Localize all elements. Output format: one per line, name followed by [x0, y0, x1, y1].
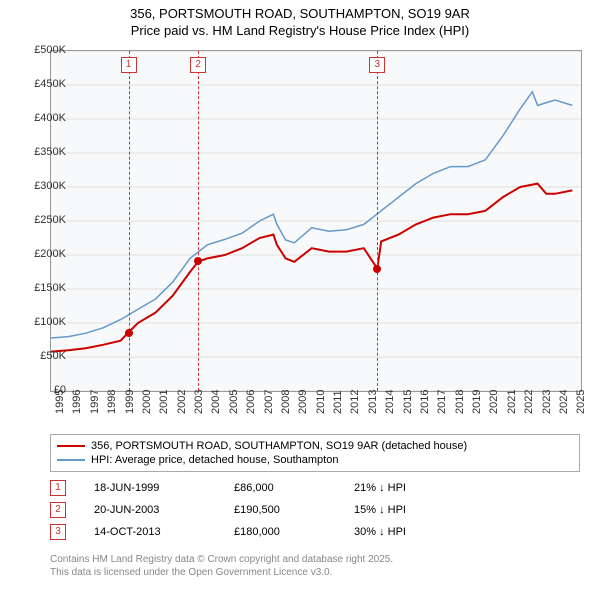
x-tick-label: 2019: [471, 390, 483, 414]
x-tick-label: 2001: [158, 390, 170, 414]
x-tick-label: 2002: [176, 390, 188, 414]
sales-marker: 2: [50, 502, 66, 518]
sales-price: £86,000: [234, 482, 354, 494]
sales-price: £190,500: [234, 504, 354, 516]
sales-date: 14-OCT-2013: [94, 526, 234, 538]
x-tick-label: 2014: [384, 390, 396, 414]
sales-date: 20-JUN-2003: [94, 504, 234, 516]
x-tick-label: 2000: [141, 390, 153, 414]
sales-row: 1 18-JUN-1999£86,00021% ↓ HPI: [50, 477, 580, 499]
x-tick-label: 2004: [210, 390, 222, 414]
sales-delta: 15% ↓ HPI: [354, 504, 580, 516]
x-tick-label: 2015: [402, 390, 414, 414]
y-tick-label: £450K: [16, 78, 66, 90]
x-tick-label: 2016: [419, 390, 431, 414]
marker-line-1: [129, 51, 130, 391]
legend-label: 356, PORTSMOUTH ROAD, SOUTHAMPTON, SO19 …: [91, 440, 467, 452]
x-tick-label: 2012: [349, 390, 361, 414]
sales-row: 3 14-OCT-2013£180,00030% ↓ HPI: [50, 521, 580, 543]
price-point-2: [194, 257, 202, 265]
x-tick-label: 2023: [541, 390, 553, 414]
sales-marker: 3: [50, 524, 66, 540]
chart-title: 356, PORTSMOUTH ROAD, SOUTHAMPTON, SO19 …: [0, 0, 600, 40]
marker-box-1: 1: [121, 57, 137, 73]
x-tick-label: 2022: [523, 390, 535, 414]
sales-delta: 21% ↓ HPI: [354, 482, 580, 494]
x-tick-label: 2013: [367, 390, 379, 414]
x-tick-label: 1995: [54, 390, 66, 414]
x-tick-label: 1997: [89, 390, 101, 414]
title-line-1: 356, PORTSMOUTH ROAD, SOUTHAMPTON, SO19 …: [0, 6, 600, 23]
x-tick-label: 1998: [106, 390, 118, 414]
chart-svg: [51, 51, 581, 391]
legend-swatch: [57, 445, 85, 447]
sales-date: 18-JUN-1999: [94, 482, 234, 494]
y-tick-label: £150K: [16, 282, 66, 294]
sales-marker: 1: [50, 480, 66, 496]
y-tick-label: £100K: [16, 316, 66, 328]
x-tick-label: 2018: [454, 390, 466, 414]
x-tick-label: 1999: [124, 390, 136, 414]
title-line-2: Price paid vs. HM Land Registry's House …: [0, 23, 600, 40]
legend-label: HPI: Average price, detached house, Sout…: [91, 454, 338, 466]
marker-line-3: [377, 51, 378, 391]
y-tick-label: £250K: [16, 214, 66, 226]
x-tick-label: 2021: [506, 390, 518, 414]
y-tick-label: £50K: [16, 350, 66, 362]
marker-line-2: [198, 51, 199, 391]
footer-line-2: This data is licensed under the Open Gov…: [50, 566, 393, 579]
y-tick-label: £400K: [16, 112, 66, 124]
footer-line-1: Contains HM Land Registry data © Crown c…: [50, 553, 393, 566]
x-tick-label: 2010: [315, 390, 327, 414]
y-tick-label: £300K: [16, 180, 66, 192]
x-tick-label: 2006: [245, 390, 257, 414]
y-tick-label: £350K: [16, 146, 66, 158]
x-tick-label: 2025: [575, 390, 587, 414]
legend-item: 356, PORTSMOUTH ROAD, SOUTHAMPTON, SO19 …: [57, 439, 573, 453]
price-point-1: [125, 329, 133, 337]
x-tick-label: 2009: [297, 390, 309, 414]
sales-table: 1 18-JUN-1999£86,00021% ↓ HPI 2 20-JUN-2003…: [50, 477, 580, 543]
marker-box-3: 3: [369, 57, 385, 73]
x-tick-label: 2011: [332, 390, 344, 414]
sales-price: £180,000: [234, 526, 354, 538]
plot-area: 1 2 3: [50, 50, 582, 392]
sales-row: 2 20-JUN-2003£190,50015% ↓ HPI: [50, 499, 580, 521]
x-tick-label: 2024: [558, 390, 570, 414]
y-tick-label: £500K: [16, 44, 66, 56]
footer-text: Contains HM Land Registry data © Crown c…: [50, 553, 393, 579]
x-tick-label: 1996: [71, 390, 83, 414]
x-tick-label: 2003: [193, 390, 205, 414]
x-tick-label: 2017: [436, 390, 448, 414]
sales-delta: 30% ↓ HPI: [354, 526, 580, 538]
legend: 356, PORTSMOUTH ROAD, SOUTHAMPTON, SO19 …: [50, 434, 580, 472]
price-point-3: [373, 265, 381, 273]
chart-container: 356, PORTSMOUTH ROAD, SOUTHAMPTON, SO19 …: [0, 0, 600, 590]
legend-item: HPI: Average price, detached house, Sout…: [57, 453, 573, 467]
marker-box-2: 2: [190, 57, 206, 73]
legend-swatch: [57, 459, 85, 461]
x-tick-label: 2008: [280, 390, 292, 414]
x-tick-label: 2007: [263, 390, 275, 414]
x-tick-label: 2005: [228, 390, 240, 414]
y-tick-label: £200K: [16, 248, 66, 260]
x-tick-label: 2020: [488, 390, 500, 414]
